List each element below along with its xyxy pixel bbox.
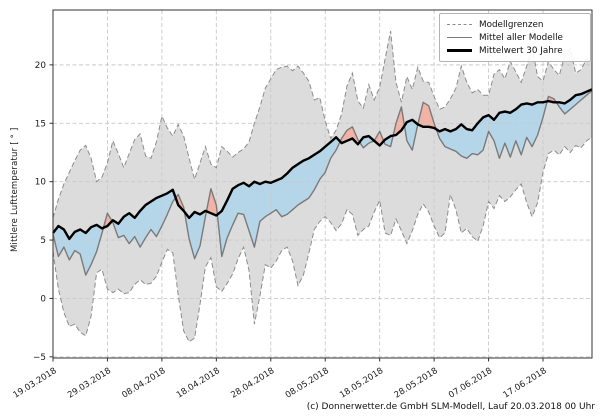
gridlines	[52, 10, 592, 358]
y-tick-label: 0	[40, 294, 46, 304]
x-tick-label: 18.04.2018	[175, 366, 222, 401]
x-tick-label: 08.04.2018	[120, 366, 167, 401]
plot-frame	[52, 9, 593, 359]
legend-item-thick-black: Mittelwert 30 Jahre	[447, 44, 584, 57]
legend-item-dashed-gray: Modellgrenzen	[447, 18, 584, 31]
legend-label: Modellgrenzen	[479, 19, 544, 30]
upper-model-bound-line	[52, 30, 593, 219]
chart-legend: Modellgrenzen Mittel aller Modelle Mittelw…	[439, 13, 591, 62]
lower-model-bound-line	[52, 136, 593, 343]
x-tick-label: 19.03.2018	[12, 366, 59, 401]
x-tick-label: 08.05.2018	[284, 366, 331, 401]
model-bounds-dashed	[52, 30, 593, 343]
y-axis-title: Mittlere Lufttemperatur [ ° ]	[10, 127, 20, 252]
x-tick-label: 18.05.2018	[338, 366, 385, 401]
model-mean-line	[52, 90, 593, 276]
legend-line-sample	[447, 37, 472, 38]
legend-label: Mittelwert 30 Jahre	[479, 45, 563, 56]
model-range-band	[53, 31, 592, 342]
y-tick-label: 15	[35, 119, 46, 129]
legend-label: Mittel aller Modelle	[479, 32, 563, 43]
plot-border	[52, 9, 593, 359]
x-tick-label: 17.06.2018	[502, 366, 549, 401]
axis-ticks	[49, 64, 544, 362]
legend-line-sample	[447, 24, 472, 25]
y-tick-label: −5	[33, 353, 46, 363]
copyright-caption: (c) Donnerwetter.de GmbH SLM-Modell, Lau…	[306, 402, 595, 412]
model-spread-area	[53, 31, 592, 342]
x-tick-label: 28.04.2018	[229, 366, 276, 401]
y-axis-tick-labels: −5 0 5 10 15 20	[33, 61, 46, 363]
climate-mean-path	[52, 88, 593, 241]
y-tick-label: 10	[35, 178, 47, 188]
x-axis-tick-labels: 19.03.2018 29.03.2018 08.04.2018 18.04.2018…	[12, 366, 549, 401]
x-tick-label: 29.03.2018	[66, 366, 113, 401]
legend-item-solid-gray: Mittel aller Modelle	[447, 31, 584, 44]
y-tick-label: 5	[40, 236, 46, 246]
x-tick-label: 28.05.2018	[393, 366, 440, 401]
model-mean-path	[52, 90, 593, 276]
y-tick-label: 20	[35, 61, 47, 71]
x-tick-label: 07.06.2018	[447, 366, 494, 401]
legend-line-sample	[447, 49, 472, 52]
climate-mean-line	[52, 88, 593, 241]
